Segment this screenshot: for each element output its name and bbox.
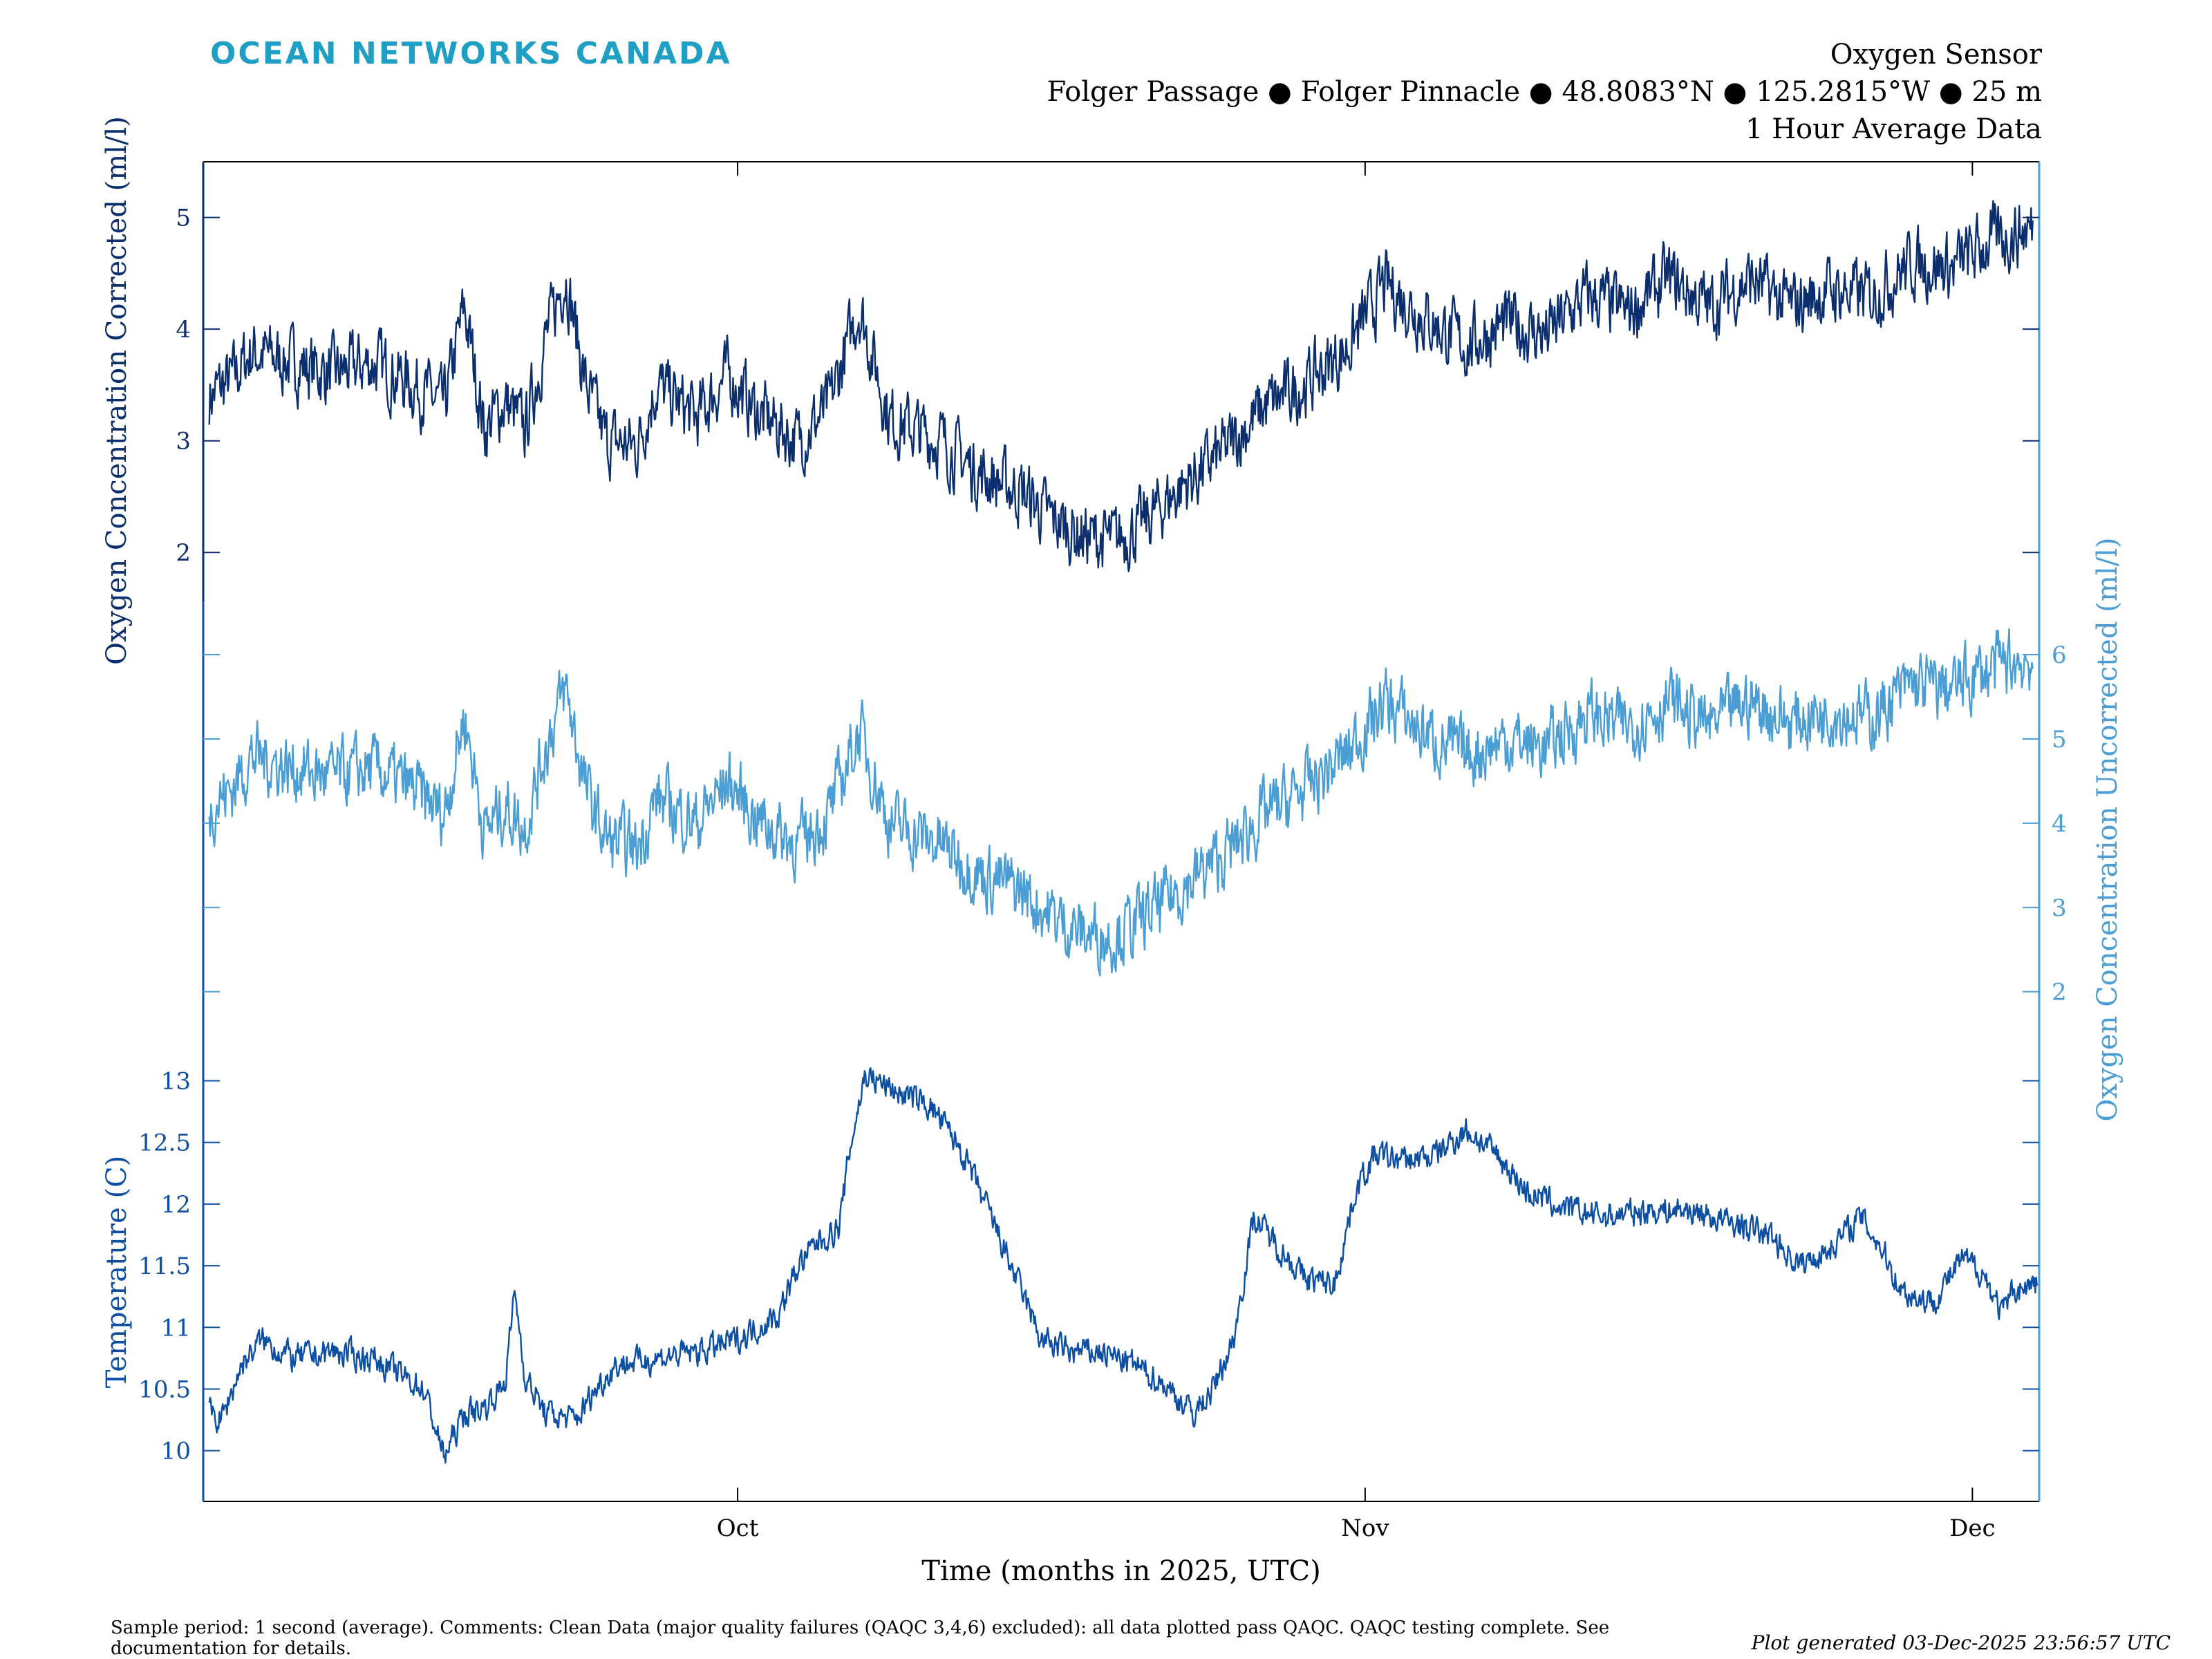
y-tick-label: 12.5: [138, 1130, 191, 1157]
chart-location: Folger Passage ● Folger Pinnacle ● 48.80…: [1047, 76, 2042, 108]
y-tick-label: 11.5: [138, 1253, 191, 1280]
x-tick-label: Oct: [717, 1515, 759, 1542]
y-axis-label-0: Oxygen Concentration Corrected (ml/l): [101, 116, 133, 665]
footer-generated: Plot generated 03-Dec-2025 23:56:57 UTC: [1751, 1631, 2171, 1654]
x-tick-label: Nov: [1341, 1515, 1389, 1542]
y-axis-label-2: Temperature (C): [101, 1156, 133, 1389]
y-axis-label-1: Oxygen Concentration Uncorrected (ml/l): [2092, 538, 2124, 1122]
y-tick-label: 5: [2052, 726, 2067, 753]
y-tick-label: 12: [161, 1191, 191, 1219]
y-tick-label: 4: [176, 316, 191, 344]
y-tick-label: 3: [176, 428, 191, 456]
y-tick-label: 2: [176, 539, 191, 567]
footer-comment: Sample period: 1 second (average). Comme…: [111, 1618, 1610, 1659]
y-tick-label: 6: [2052, 641, 2067, 669]
series-line-2: [208, 1067, 2038, 1464]
x-axis-label: Time (months in 2025, UTC): [921, 1555, 1320, 1587]
y-tick-label: 2: [2052, 979, 2067, 1006]
y-tick-label: 10.5: [138, 1376, 191, 1403]
chart-subtitle: 1 Hour Average Data: [1745, 113, 2042, 145]
series-line-1: [208, 628, 2034, 977]
brand-logo: OCEAN NETWORKS CANADA: [210, 36, 732, 71]
y-tick-label: 13: [161, 1068, 191, 1096]
chart-title: Oxygen Sensor: [1830, 39, 2042, 71]
x-tick-label: Dec: [1949, 1515, 1995, 1542]
y-tick-label: 10: [161, 1438, 191, 1465]
series-line-0: [208, 200, 2034, 572]
y-tick-label: 5: [176, 205, 191, 232]
y-tick-label: 4: [2052, 810, 2067, 838]
y-tick-label: 3: [2052, 894, 2067, 922]
y-tick-label: 11: [161, 1314, 191, 1342]
